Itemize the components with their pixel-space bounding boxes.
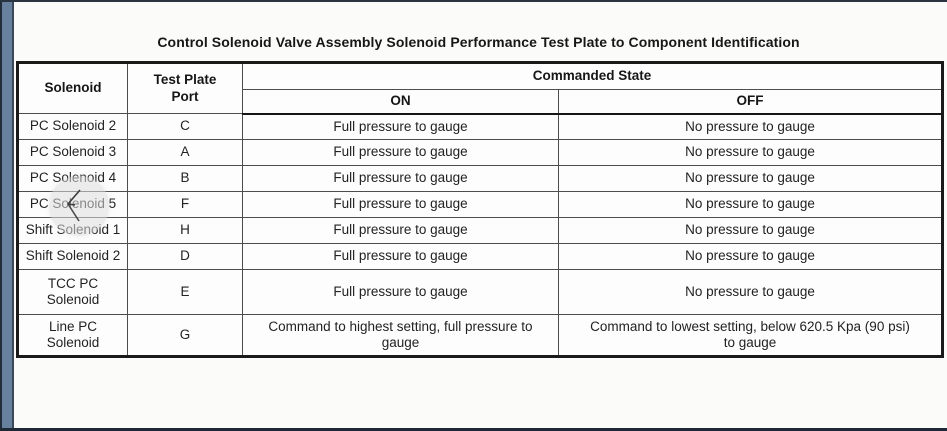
table-row: Line PC Solenoid G Command to highest sett…	[17, 314, 943, 357]
table-row: PC Solenoid 4 B Full pressure to gauge No p…	[17, 165, 943, 192]
solenoid-cell: Shift Solenoid 1	[17, 217, 128, 244]
table-row: TCC PC Solenoid E Full pressure to gauge No…	[17, 269, 943, 315]
commanded-on-cell: Full pressure to gauge	[242, 113, 559, 140]
table-row: Shift Solenoid 1 H Full pressure to gauge N…	[17, 217, 943, 244]
test-plate-port-cell: B	[127, 165, 243, 192]
commanded-on-cell: Full pressure to gauge	[242, 165, 559, 192]
column-header-solenoid: Solenoid	[17, 62, 128, 114]
commanded-off-cell: No pressure to gauge	[558, 139, 943, 166]
test-plate-port-cell: G	[127, 314, 243, 357]
solenoid-cell: PC Solenoid 4	[17, 165, 128, 192]
commanded-off-cell: No pressure to gauge	[558, 191, 943, 218]
commanded-off-cell: No pressure to gauge	[558, 243, 943, 270]
table-row: Shift Solenoid 2 D Full pressure to gauge N…	[17, 243, 943, 270]
solenoid-cell: PC Solenoid 2	[17, 113, 128, 140]
commanded-on-cell: Full pressure to gauge	[242, 243, 559, 270]
solenoid-cell: PC Solenoid 3	[17, 139, 128, 166]
test-plate-port-cell: F	[127, 191, 243, 218]
column-header-on: ON	[242, 89, 559, 115]
test-plate-port-cell: D	[127, 243, 243, 270]
table-row: PC Solenoid 3 A Full pressure to gauge No p…	[17, 139, 943, 166]
commanded-off-cell: No pressure to gauge	[558, 217, 943, 244]
test-plate-port-cell: H	[127, 217, 243, 244]
commanded-on-cell: Full pressure to gauge	[242, 139, 559, 166]
commanded-on-cell: Full pressure to gauge	[242, 269, 559, 315]
solenoid-cell: Line PC Solenoid	[17, 314, 128, 357]
document-title: Control Solenoid Valve Assembly Solenoid…	[157, 34, 800, 50]
window-top-edge	[0, 0, 947, 2]
commanded-on-cell: Command to highest setting, full pressur…	[242, 314, 559, 357]
table-row: PC Solenoid 5 F Full pressure to gauge No p…	[17, 191, 943, 218]
test-plate-port-cell: C	[127, 113, 243, 140]
solenoid-cell: PC Solenoid 5	[17, 191, 128, 218]
column-header-off: OFF	[558, 89, 943, 115]
test-plate-port-cell: A	[127, 139, 243, 166]
commanded-on-cell: Full pressure to gauge	[242, 217, 559, 244]
commanded-on-cell: Full pressure to gauge	[242, 191, 559, 218]
window-bottom-edge	[0, 428, 947, 431]
commanded-off-cell: Command to lowest setting, below 620.5 K…	[558, 314, 943, 357]
table-header-row-2: ON OFF	[18, 89, 943, 115]
column-header-commanded-state: Commanded State	[242, 62, 943, 90]
table-header-row-1: Solenoid Test Plate Port Commanded State	[17, 62, 943, 114]
solenoid-identification-table: Solenoid Test Plate Port Commanded State…	[16, 61, 944, 358]
commanded-off-cell: No pressure to gauge	[558, 113, 943, 140]
table-body: PC Solenoid 2 C Full pressure to gauge No p…	[17, 113, 943, 357]
test-plate-port-cell: E	[127, 269, 243, 315]
commanded-off-cell: No pressure to gauge	[558, 165, 943, 192]
solenoid-cell: Shift Solenoid 2	[17, 243, 128, 270]
solenoid-cell: TCC PC Solenoid	[17, 269, 128, 315]
column-header-test-plate-port: Test Plate Port	[127, 62, 243, 114]
document-page: Control Solenoid Valve Assembly Solenoid…	[14, 2, 947, 428]
table-row: PC Solenoid 2 C Full pressure to gauge No p…	[17, 113, 943, 140]
window-edge-bar	[0, 0, 14, 431]
commanded-off-cell: No pressure to gauge	[558, 269, 943, 315]
